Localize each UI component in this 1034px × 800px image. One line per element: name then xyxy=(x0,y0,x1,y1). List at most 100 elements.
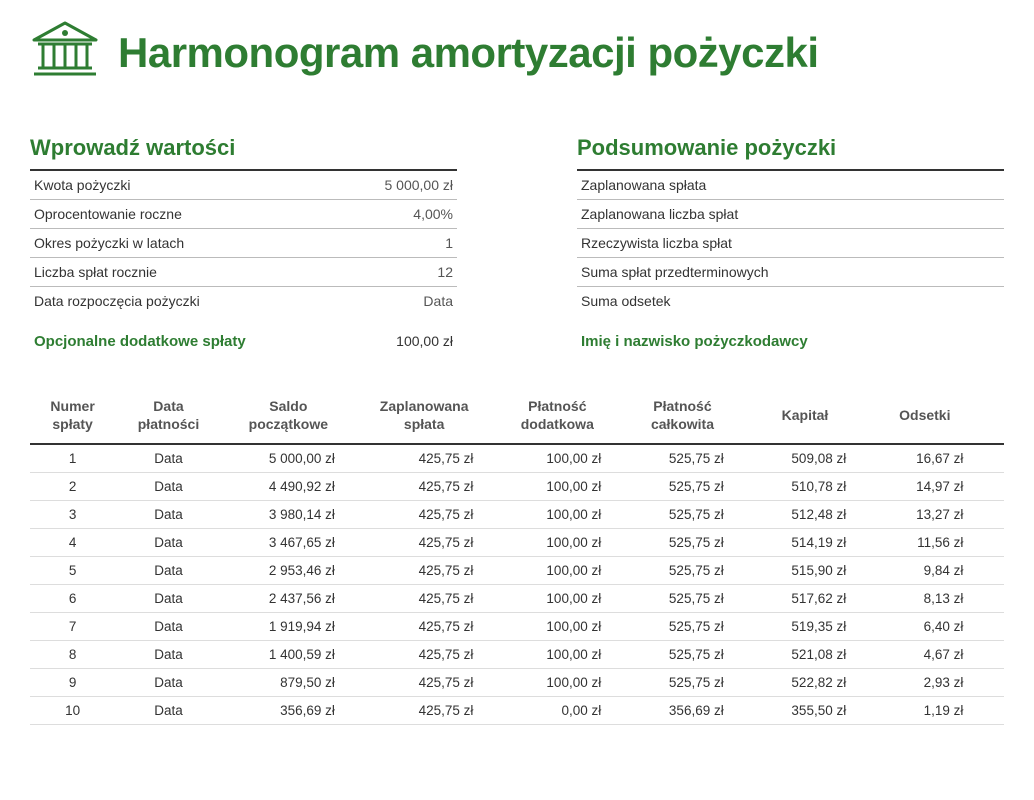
schedule-cell: 9 xyxy=(30,669,115,697)
schedule-cell: 522,82 zł xyxy=(744,669,867,697)
schedule-cell: 7 xyxy=(30,613,115,641)
schedule-cell: 525,75 zł xyxy=(621,501,744,529)
inputs-row: Okres pożyczki w latach1 xyxy=(30,229,457,258)
schedule-row: 5Data2 953,46 zł425,75 zł100,00 zł525,75… xyxy=(30,557,1004,585)
schedule-cell: 525,75 zł xyxy=(621,529,744,557)
summary-row-label: Suma spłat przedterminowych xyxy=(577,258,987,287)
extra-payments-label: Opcjonalne dodatkowe spłaty xyxy=(34,333,246,350)
summary-row-value xyxy=(987,200,1004,229)
summary-row-value xyxy=(987,229,1004,258)
summary-row-label: Rzeczywista liczba spłat xyxy=(577,229,987,258)
inputs-row: Kwota pożyczki5 000,00 zł xyxy=(30,170,457,200)
schedule-cell: 425,75 zł xyxy=(355,641,493,669)
summary-table: Zaplanowana spłataZaplanowana liczba spł… xyxy=(577,169,1004,315)
schedule-cell: 100,00 zł xyxy=(493,585,621,613)
inputs-row-value[interactable]: 4,00% xyxy=(326,200,457,229)
schedule-cell: 1,19 zł xyxy=(866,697,983,725)
inputs-row-label: Oprocentowanie roczne xyxy=(30,200,326,229)
bank-icon xyxy=(30,20,100,85)
schedule-cell: 8,13 zł xyxy=(866,585,983,613)
schedule-col-header: Numerspłaty xyxy=(30,390,115,444)
summary-row-value xyxy=(987,170,1004,200)
schedule-cell: 3 467,65 zł xyxy=(222,529,355,557)
summary-section: Podsumowanie pożyczki Zaplanowana spłata… xyxy=(577,135,1004,350)
summary-row: Zaplanowana liczba spłat xyxy=(577,200,1004,229)
schedule-section: NumerspłatyDatapłatnościSaldopoczątkoweZ… xyxy=(30,390,1004,725)
schedule-cell: 3 xyxy=(30,501,115,529)
summary-row: Zaplanowana spłata xyxy=(577,170,1004,200)
schedule-cell: Data xyxy=(115,529,222,557)
schedule-row: 10Data356,69 zł425,75 zł0,00 zł356,69 zł… xyxy=(30,697,1004,725)
extra-payments-value: 100,00 zł xyxy=(396,333,453,350)
summary-row-value xyxy=(987,258,1004,287)
inputs-heading: Wprowadź wartości xyxy=(30,135,457,161)
schedule-cell: 515,90 zł xyxy=(744,557,867,585)
schedule-cell: 425,75 zł xyxy=(355,444,493,473)
schedule-cell: 425,75 zł xyxy=(355,585,493,613)
schedule-cell: 355,50 zł xyxy=(744,697,867,725)
schedule-cell: 13,27 zł xyxy=(866,501,983,529)
summary-row: Suma odsetek xyxy=(577,287,1004,316)
schedule-cell: 1 xyxy=(30,444,115,473)
schedule-row: 2Data4 490,92 zł425,75 zł100,00 zł525,75… xyxy=(30,473,1004,501)
schedule-cell: 3 980 xyxy=(983,473,1004,501)
schedule-cell: 2 xyxy=(30,473,115,501)
schedule-cell: 425,75 zł xyxy=(355,613,493,641)
schedule-cell: 100,00 zł xyxy=(493,444,621,473)
schedule-cell: Data xyxy=(115,669,222,697)
schedule-cell: Data xyxy=(115,444,222,473)
schedule-cell: 525,75 zł xyxy=(621,641,744,669)
schedule-row: 7Data1 919,94 zł425,75 zł100,00 zł525,75… xyxy=(30,613,1004,641)
inputs-row-label: Liczba spłat rocznie xyxy=(30,258,326,287)
schedule-cell: 521,08 zł xyxy=(744,641,867,669)
schedule-cell: 2,93 zł xyxy=(866,669,983,697)
schedule-cell: 4 xyxy=(30,529,115,557)
schedule-cell: 6 xyxy=(30,585,115,613)
schedule-col-header: Płatnośćcałkowita xyxy=(621,390,744,444)
schedule-cell: Data xyxy=(115,557,222,585)
schedule-table: NumerspłatyDatapłatnościSaldopoczątkoweZ… xyxy=(30,390,1004,725)
schedule-cell: 100,00 zł xyxy=(493,669,621,697)
inputs-row-value[interactable]: 12 xyxy=(326,258,457,287)
schedule-cell: 1 400,59 zł xyxy=(222,641,355,669)
schedule-row: 8Data1 400,59 zł425,75 zł100,00 zł525,75… xyxy=(30,641,1004,669)
schedule-cell: 1 400 xyxy=(983,613,1004,641)
schedule-cell: 16,67 zł xyxy=(866,444,983,473)
schedule-cell: Data xyxy=(115,697,222,725)
inputs-section: Wprowadź wartości Kwota pożyczki5 000,00… xyxy=(30,135,457,350)
schedule-cell: 2 437 xyxy=(983,557,1004,585)
schedule-cell: 356,69 zł xyxy=(222,697,355,725)
schedule-col-header: Sakoń xyxy=(983,390,1004,444)
schedule-cell: Data xyxy=(115,473,222,501)
schedule-cell: 5 000,00 zł xyxy=(222,444,355,473)
schedule-cell: 2 437,56 zł xyxy=(222,585,355,613)
schedule-cell: 0 xyxy=(983,697,1004,725)
schedule-cell: 425,75 zł xyxy=(355,529,493,557)
schedule-cell: 509,08 zł xyxy=(744,444,867,473)
schedule-col-header: Odsetki xyxy=(866,390,983,444)
summary-row-label: Zaplanowana liczba spłat xyxy=(577,200,987,229)
inputs-row-value[interactable]: 5 000,00 zł xyxy=(326,170,457,200)
inputs-row-value[interactable]: Data xyxy=(326,287,457,316)
schedule-col-header: Saldopoczątkowe xyxy=(222,390,355,444)
schedule-cell: 356 xyxy=(983,669,1004,697)
schedule-cell: 1 919,94 zł xyxy=(222,613,355,641)
summary-row: Suma spłat przedterminowych xyxy=(577,258,1004,287)
page-header: Harmonogram amortyzacji pożyczki xyxy=(30,20,1004,85)
schedule-cell: 519,35 zł xyxy=(744,613,867,641)
schedule-cell: 2 953,46 zł xyxy=(222,557,355,585)
schedule-cell: 100,00 zł xyxy=(493,529,621,557)
schedule-cell: Data xyxy=(115,641,222,669)
schedule-cell: 425,75 zł xyxy=(355,473,493,501)
schedule-cell: 525,75 zł xyxy=(621,473,744,501)
inputs-row-label: Okres pożyczki w latach xyxy=(30,229,326,258)
schedule-row: 1Data5 000,00 zł425,75 zł100,00 zł525,75… xyxy=(30,444,1004,473)
schedule-cell: 100,00 zł xyxy=(493,501,621,529)
inputs-row-value[interactable]: 1 xyxy=(326,229,457,258)
schedule-cell: 11,56 zł xyxy=(866,529,983,557)
schedule-cell: 525,75 zł xyxy=(621,557,744,585)
schedule-cell: 100,00 zł xyxy=(493,641,621,669)
summary-row-label: Zaplanowana spłata xyxy=(577,170,987,200)
schedule-cell: 517,62 zł xyxy=(744,585,867,613)
schedule-cell: 425,75 zł xyxy=(355,669,493,697)
